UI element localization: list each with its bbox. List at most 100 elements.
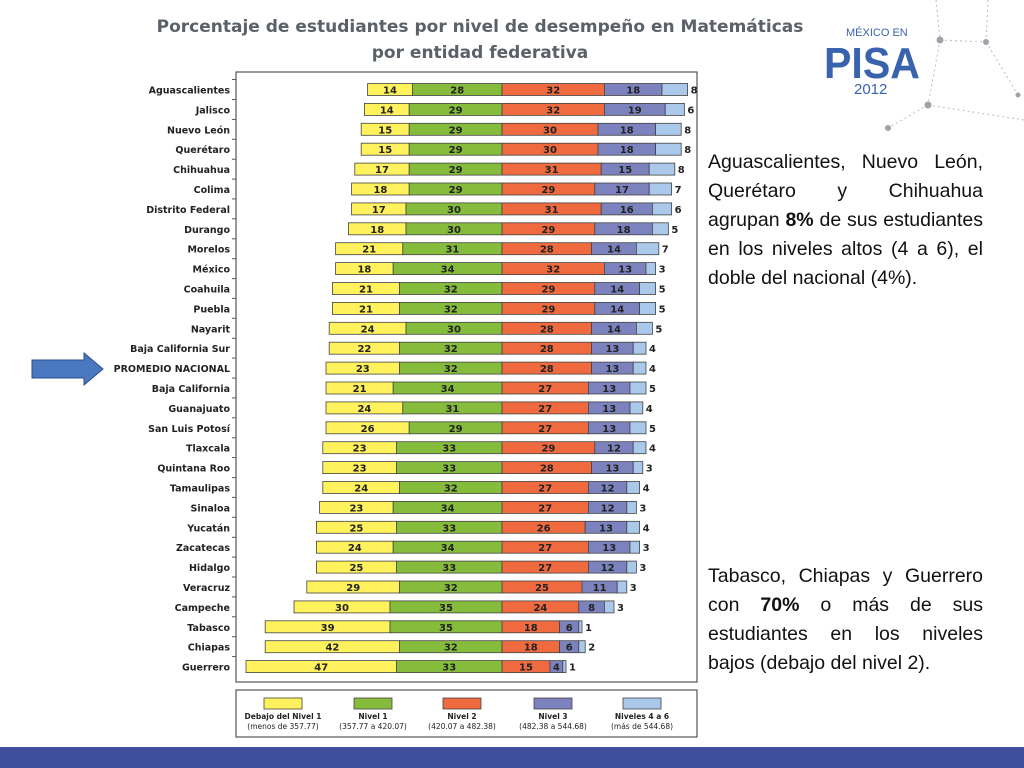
legend-item-debajo-del-nivel-1: Debajo del Nivel 1(menos de 357.77) xyxy=(245,697,321,731)
category-label: Hidalgo xyxy=(189,563,230,574)
data-label: 25 xyxy=(535,583,549,594)
legend-swatch xyxy=(622,697,662,710)
data-label: 29 xyxy=(541,304,555,315)
data-label: 30 xyxy=(447,205,461,216)
data-label: 29 xyxy=(449,165,463,176)
data-label: 12 xyxy=(607,444,621,455)
data-label: 29 xyxy=(346,583,360,594)
legend-range: (más de 544.68) xyxy=(611,722,673,731)
data-label: 28 xyxy=(450,86,464,97)
annotation-high-levels-pre: Aguascalientes, Nuevo León, Querétaro y … xyxy=(708,151,983,231)
data-label: 31 xyxy=(445,404,459,415)
bar-row-tlaxcala: 23 33 29 12 4 xyxy=(322,441,656,455)
footer-bar xyxy=(0,747,1024,768)
bar-row-sinaloa: 23 34 27 12 3 xyxy=(319,500,646,514)
bar-segment-niveles-4-a-6 xyxy=(632,341,647,355)
legend-swatch xyxy=(263,697,303,710)
legend-swatch xyxy=(353,697,393,710)
data-label: 29 xyxy=(541,444,555,455)
data-label: 30 xyxy=(447,324,461,335)
data-label: 32 xyxy=(444,643,458,654)
bar-row-morelos: 21 31 28 14 7 xyxy=(335,242,669,256)
bar-segment-niveles-4-a-6 xyxy=(664,103,685,116)
data-label: 5 xyxy=(649,424,656,435)
data-label: 34 xyxy=(441,265,455,276)
stacked-bar-chart: 14 28 32 18 814 29 32 19 615 29 30 18 815 29 30 18 817 29… xyxy=(31,71,698,738)
data-label: 32 xyxy=(546,265,560,276)
bar-row-quintana-roo: 23 33 28 13 3 xyxy=(322,461,653,475)
data-label: 33 xyxy=(442,464,456,475)
category-labels: Aguascalientes Jalisco Nuevo León Querétaro… xyxy=(114,86,231,674)
bar-row-promedio-nacional: 23 32 28 13 4 xyxy=(325,361,656,375)
axis-ticks xyxy=(232,79,236,658)
legend-swatch xyxy=(442,697,482,710)
data-label: 34 xyxy=(441,503,455,514)
data-label: 24 xyxy=(533,603,547,614)
category-label: Coahuila xyxy=(184,285,230,296)
category-label: Chiapas xyxy=(188,643,231,654)
legend-range: (menos de 357.77) xyxy=(247,722,318,731)
bar-segment-niveles-4-a-6 xyxy=(626,500,637,514)
data-label: 12 xyxy=(601,503,615,514)
data-label: 13 xyxy=(605,344,619,355)
data-label: 32 xyxy=(546,86,560,97)
data-label: 23 xyxy=(356,364,370,375)
data-label: 18 xyxy=(524,623,538,634)
annotation-high-levels: Aguascalientes, Nuevo León, Querétaro y … xyxy=(708,148,983,293)
category-label: Chihuahua xyxy=(173,165,230,176)
data-label: 29 xyxy=(449,105,463,116)
bar-segment-niveles-4-a-6 xyxy=(632,441,647,455)
legend-item-nivel-1: Nivel 1(357.77 a 420.07) xyxy=(339,697,407,731)
bar-segment-niveles-4-a-6 xyxy=(632,461,644,475)
data-label: 3 xyxy=(630,583,637,594)
data-label: 34 xyxy=(441,543,455,554)
bar-row-tamaulipas: 24 32 27 12 4 xyxy=(322,481,650,495)
category-label: Nuevo León xyxy=(167,125,230,136)
data-label: 32 xyxy=(444,344,458,355)
bar-row-chiapas: 42 32 18 6 2 xyxy=(264,640,595,654)
legend-swatch xyxy=(533,697,573,710)
data-label: 28 xyxy=(540,245,554,256)
category-label: Jalisco xyxy=(195,105,231,116)
legend-range: (482.38 a 544.68) xyxy=(519,722,587,731)
category-label: Yucatán xyxy=(186,523,230,534)
data-label: 29 xyxy=(449,185,463,196)
data-label: 30 xyxy=(335,603,349,614)
data-label: 6 xyxy=(675,205,682,216)
data-label: 18 xyxy=(620,145,634,156)
data-label: 18 xyxy=(357,265,371,276)
data-label: 32 xyxy=(444,583,458,594)
data-label: 35 xyxy=(439,603,453,614)
category-label: México xyxy=(193,265,231,276)
bar-segment-niveles-4-a-6 xyxy=(629,381,647,395)
data-label: 28 xyxy=(540,344,554,355)
bar-segment-niveles-4-a-6 xyxy=(629,540,641,554)
bar-row-san-luis-potosi: 26 29 27 13 5 xyxy=(325,421,656,435)
data-label: 4 xyxy=(643,523,650,534)
bar-row-veracruz: 29 32 25 11 3 xyxy=(306,580,637,594)
bar-row-campeche: 30 35 24 8 3 xyxy=(293,600,624,614)
data-label: 16 xyxy=(620,205,634,216)
data-label: 23 xyxy=(353,444,367,455)
data-label: 25 xyxy=(349,563,363,574)
category-label: Campeche xyxy=(175,603,230,614)
data-label: 30 xyxy=(543,125,557,136)
data-label: 5 xyxy=(671,225,678,236)
bar-row-nuevo-leon: 15 29 30 18 8 xyxy=(360,122,691,136)
data-label: 33 xyxy=(442,444,456,455)
category-label: Guanajuato xyxy=(168,404,230,415)
logo-text-year: 2012 xyxy=(854,81,887,98)
category-label: Quintana Roo xyxy=(157,464,230,475)
bar-row-aguascalientes: 14 28 32 18 8 xyxy=(367,83,698,97)
bar-segment-niveles-4-a-6 xyxy=(639,282,656,295)
bar-segment-niveles-4-a-6 xyxy=(578,620,583,634)
data-label: 4 xyxy=(649,364,656,375)
data-label: 8 xyxy=(684,145,691,156)
legend-range: (357.77 a 420.07) xyxy=(339,722,407,731)
data-label: 33 xyxy=(442,523,456,534)
legend-label: Niveles 4 a 6 xyxy=(615,712,669,721)
bar-segment-niveles-4-a-6 xyxy=(652,202,673,216)
data-label: 22 xyxy=(357,344,371,355)
data-label: 21 xyxy=(359,304,373,315)
data-label: 4 xyxy=(643,484,650,495)
